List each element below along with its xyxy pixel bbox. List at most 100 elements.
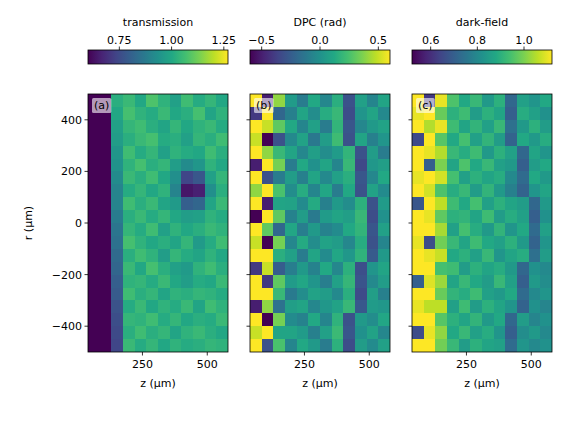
cell [494, 326, 506, 340]
y-tick [409, 223, 413, 224]
cell [285, 262, 297, 276]
cell [285, 236, 297, 250]
cell [505, 133, 517, 147]
cell [216, 275, 228, 289]
cell [355, 249, 367, 262]
cell [216, 94, 228, 108]
cell [482, 313, 494, 327]
cell [297, 171, 309, 185]
cell [435, 236, 447, 250]
cell [459, 223, 471, 237]
cell [459, 197, 471, 211]
cell [494, 133, 506, 147]
cell [181, 300, 193, 314]
cell [181, 262, 193, 276]
cell [435, 159, 447, 173]
cell [447, 107, 459, 121]
cell [378, 223, 390, 237]
cell [517, 197, 529, 211]
cell [193, 326, 205, 340]
cell [146, 326, 158, 340]
cell [367, 133, 379, 147]
cell [517, 146, 529, 160]
cell [205, 146, 217, 160]
y-tick [409, 274, 413, 275]
cell [529, 300, 541, 314]
cell [273, 107, 285, 121]
cell [332, 300, 344, 314]
cell [332, 275, 344, 289]
colorbar-tick [524, 47, 525, 51]
cell [494, 236, 506, 250]
cell [250, 133, 262, 147]
cell [332, 339, 344, 352]
cell [494, 159, 506, 173]
cell [146, 236, 158, 250]
cell [273, 210, 285, 224]
cell [158, 249, 170, 262]
cell [111, 249, 123, 262]
cell [540, 159, 552, 173]
cell [285, 326, 297, 340]
cell [158, 223, 170, 237]
cell [332, 94, 344, 108]
cell [378, 159, 390, 173]
cell [111, 313, 123, 327]
cell [343, 133, 355, 147]
cell [424, 146, 436, 160]
cell [135, 171, 147, 185]
cell [470, 223, 482, 237]
cell [262, 171, 274, 185]
cell [378, 313, 390, 327]
cell [181, 236, 193, 250]
cell [216, 223, 228, 237]
x-tick [466, 352, 467, 356]
cell [135, 223, 147, 237]
cell [216, 184, 228, 198]
cell [111, 210, 123, 224]
cell [88, 326, 100, 340]
cell [205, 159, 217, 173]
colorbar-tick [320, 47, 321, 51]
cell [529, 133, 541, 147]
colorbar [88, 50, 228, 64]
cell [285, 171, 297, 185]
cell [332, 313, 344, 327]
cell [367, 171, 379, 185]
cell [88, 249, 100, 262]
cell [482, 236, 494, 250]
cell [517, 262, 529, 276]
cell [123, 120, 135, 134]
cell [378, 300, 390, 314]
cell [367, 107, 379, 121]
cell [470, 326, 482, 340]
cell [529, 171, 541, 185]
cell [378, 262, 390, 276]
figure: 250500−400−2000200400z (µm)r (µm)(a)0.75… [0, 0, 580, 428]
cell [482, 133, 494, 147]
cell [308, 120, 320, 134]
cell [367, 210, 379, 224]
cell [123, 94, 135, 108]
cell [193, 184, 205, 198]
cell [308, 249, 320, 262]
colorbar-tick [378, 47, 379, 51]
cell [250, 313, 262, 327]
cell [262, 249, 274, 262]
cell [412, 313, 424, 327]
cell [250, 300, 262, 314]
cell [447, 210, 459, 224]
cell [170, 236, 182, 250]
cell [250, 120, 262, 134]
cell [447, 184, 459, 198]
cell [447, 94, 459, 108]
cell [332, 262, 344, 276]
cell [250, 236, 262, 250]
cell [517, 210, 529, 224]
cell [332, 326, 344, 340]
label-patch [92, 98, 111, 113]
cell [123, 146, 135, 160]
cell [505, 107, 517, 121]
cell [135, 107, 147, 121]
cell [123, 171, 135, 185]
